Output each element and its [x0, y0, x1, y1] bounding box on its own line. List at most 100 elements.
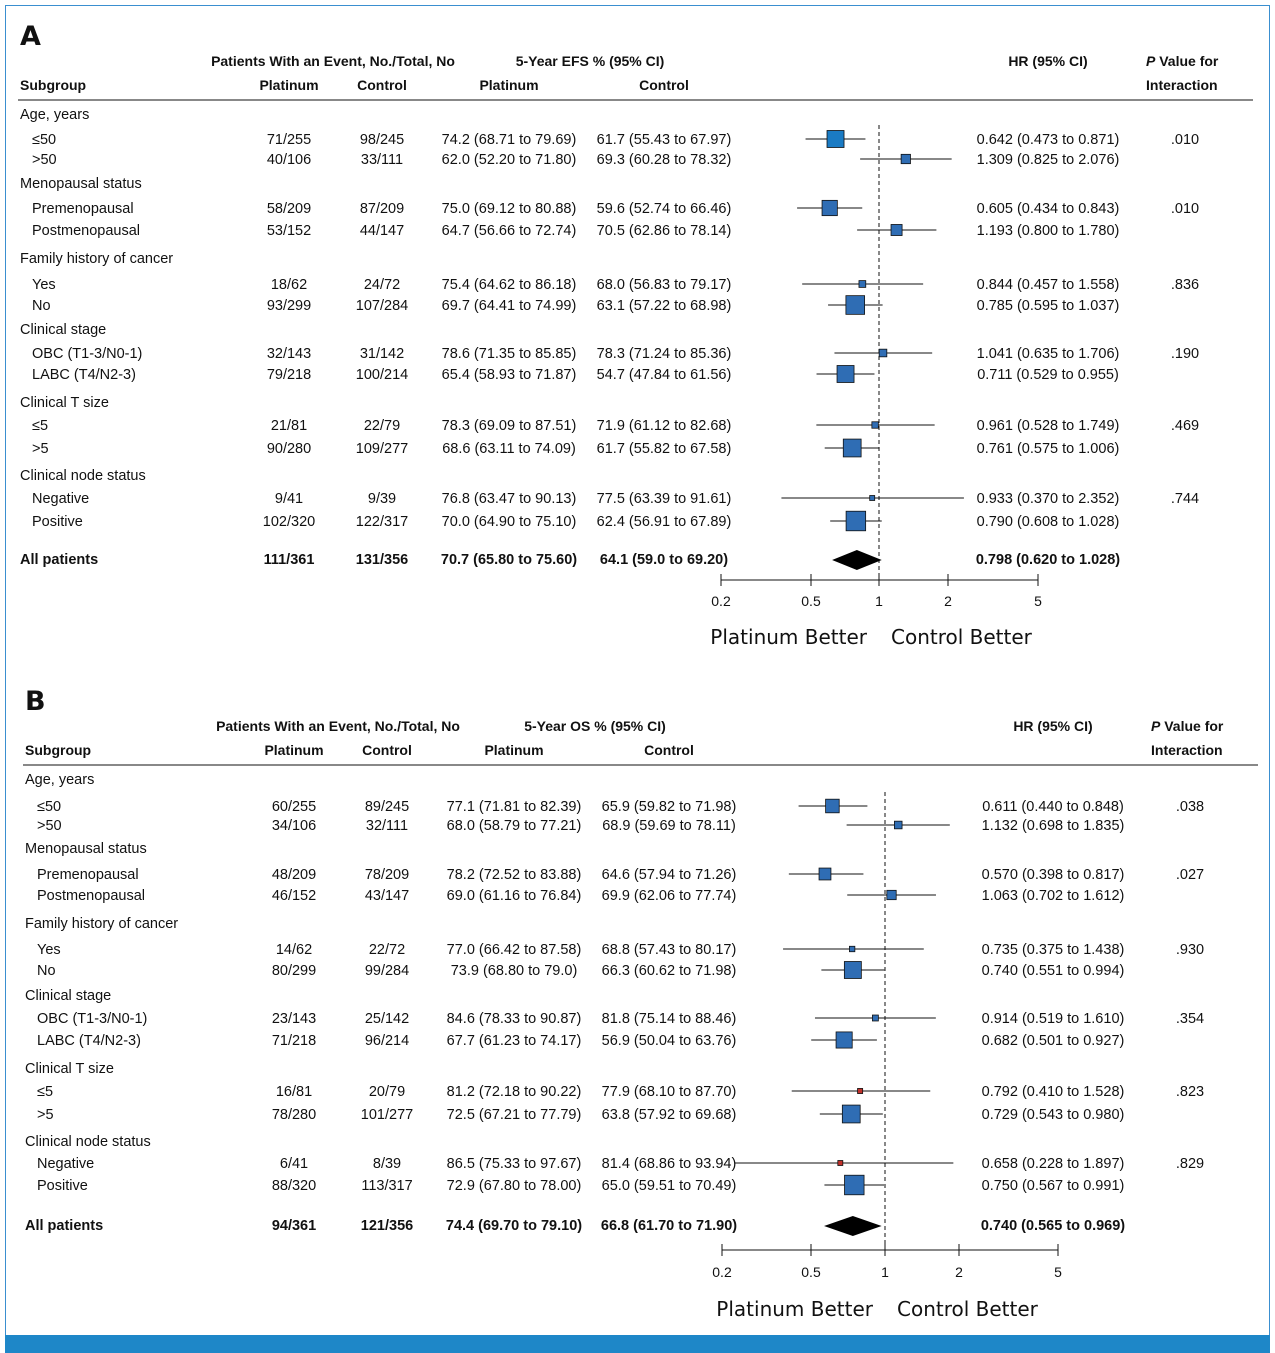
panel-b-header-events: Patients With an Event, No./Total, No: [216, 718, 460, 734]
panel-b-group-title: Clinical stage: [25, 988, 111, 1004]
panel-a-platinum-events: 18/62: [271, 277, 307, 293]
panel-a-x-tick-label: 1: [875, 593, 883, 609]
panel-b-favors-left: Platinum Better: [716, 1297, 873, 1321]
panel-a-header-p: P Value for: [1146, 53, 1219, 69]
panel-b-hr-text: 0.914 (0.519 to 1.610): [982, 1011, 1125, 1027]
panel-b-p-value: .354: [1176, 1011, 1204, 1027]
panel-b-control-events: 43/147: [365, 888, 409, 904]
panel-b-control-pct: 66.3 (60.62 to 71.98): [602, 963, 737, 979]
panel-a-overall-platinum-pct: 70.7 (65.80 to 75.60): [441, 552, 577, 568]
panel-a-row-label: ≤50: [32, 132, 56, 148]
panel-b-overall-platinum-pct: 74.4 (69.70 to 79.10): [446, 1218, 582, 1234]
panel-b-group-title: Clinical node status: [25, 1134, 151, 1150]
panel-a-platinum-pct: 74.2 (68.71 to 79.69): [442, 132, 577, 148]
panel-a-row-label: OBC (T1-3/N0-1): [32, 346, 142, 362]
panel-a-group-title: Family history of cancer: [20, 251, 173, 267]
panel-a-group-title: Clinical stage: [20, 322, 106, 338]
panel-b-control-events: 20/79: [369, 1084, 405, 1100]
panel-b-row-label: >50: [37, 818, 62, 834]
panel-b-hr-marker: [857, 1088, 864, 1094]
panel-a-overall-control-pct: 64.1 (59.0 to 69.20): [600, 552, 728, 568]
panel-b-platinum-pct: 72.5 (67.21 to 77.79): [447, 1107, 582, 1123]
panel-b-platinum-pct: 72.9 (67.80 to 78.00): [447, 1178, 582, 1194]
panel-a-platinum-events: 93/299: [267, 298, 311, 314]
panel-b-label: B: [25, 686, 46, 717]
panel-b-platinum-pct: 78.2 (72.52 to 83.88): [447, 867, 582, 883]
panel-a-control-pct: 61.7 (55.82 to 67.58): [597, 441, 732, 457]
panel-b-control-pct: 63.8 (57.92 to 69.68): [602, 1107, 737, 1123]
panel-b-overall-control-pct: 66.8 (61.70 to 71.90): [601, 1218, 737, 1234]
panel-a-control-pct: 71.9 (61.12 to 82.68): [597, 418, 732, 434]
panel-a-platinum-events: 40/106: [267, 152, 311, 168]
panel-b-hr-text: 0.658 (0.228 to 1.897): [982, 1156, 1125, 1172]
panel-a-control-pct: 69.3 (60.28 to 78.32): [597, 152, 732, 168]
panel-a-platinum-pct: 62.0 (52.20 to 71.80): [442, 152, 577, 168]
panel-a-favors-left: Platinum Better: [710, 625, 867, 649]
panel-a-control-pct: 59.6 (52.74 to 66.46): [597, 201, 732, 217]
panel-a-hr-marker: [900, 153, 911, 165]
panel-b-hr-text: 0.735 (0.375 to 1.438): [982, 942, 1125, 958]
panel-a-hr-text: 0.785 (0.595 to 1.037): [977, 298, 1120, 314]
panel-a-hr-marker: [845, 295, 866, 315]
panel-b-control-events: 25/142: [365, 1011, 409, 1027]
panel-a-control-pct: 68.0 (56.83 to 79.17): [597, 277, 732, 293]
panel-b-platinum-pct: 77.1 (71.81 to 82.39): [447, 799, 582, 815]
panel-a-group-title: Menopausal status: [20, 176, 142, 192]
panel-b-hr-text: 0.750 (0.567 to 0.991): [982, 1178, 1125, 1194]
panel-a-control-pct: 77.5 (63.39 to 91.61): [597, 491, 732, 507]
panel-b-row-label: Yes: [37, 942, 61, 958]
panel-a-control-events: 100/214: [356, 367, 408, 383]
panel-a-group-title: Clinical node status: [20, 468, 146, 484]
panel-a-control-events: 9/39: [368, 491, 396, 507]
panel-a-hr-marker: [845, 510, 867, 532]
panel-b-hr-text: 0.570 (0.398 to 0.817): [982, 867, 1125, 883]
panel-b-hr-marker: [825, 798, 840, 814]
panel-a-overall-diamond: [832, 550, 882, 570]
panel-a-header-subgroup: Subgroup: [20, 77, 86, 93]
panel-a-platinum-events: 71/255: [267, 132, 311, 148]
panel-a-control-pct: 70.5 (62.86 to 78.14): [597, 223, 732, 239]
panel-a-hr-text: 0.711 (0.529 to 0.955): [977, 367, 1119, 383]
panel-a-platinum-pct: 75.0 (69.12 to 80.88): [442, 201, 577, 217]
panel-b-hr-marker: [837, 1160, 844, 1166]
panel-a-control-events: 107/284: [356, 298, 408, 314]
panel-a-hr-text: 1.193 (0.800 to 1.780): [977, 223, 1120, 239]
panel-a-hr-text: 0.961 (0.528 to 1.749): [977, 418, 1120, 434]
panel-b-control-pct: 81.8 (75.14 to 88.46): [602, 1011, 737, 1027]
panel-a-row-label: >50: [32, 152, 57, 168]
panel-a-control-pct: 78.3 (71.24 to 85.36): [597, 346, 732, 362]
panel-a-row-label: LABC (T4/N2-3): [32, 367, 136, 383]
panel-b-p-value: .038: [1176, 799, 1204, 815]
panel-a-p-value: .010: [1171, 132, 1199, 148]
panel-a-row-label: Premenopausal: [32, 201, 134, 217]
panel-b-header-p-line2: Interaction: [1151, 742, 1223, 758]
panel-a-p-value: .469: [1171, 418, 1199, 434]
panel-b-group-title: Family history of cancer: [25, 916, 178, 932]
panel-b-row-label: ≤50: [37, 799, 61, 815]
panel-b-header-subgroup: Subgroup: [25, 742, 91, 758]
panel-b-group-title: Clinical T size: [25, 1061, 114, 1077]
panel-b-row-label: No: [37, 963, 56, 979]
panel-b-control-events: 8/39: [373, 1156, 401, 1172]
panel-a-platinum-events: 53/152: [267, 223, 311, 239]
panel-a-control-events: 87/209: [360, 201, 404, 217]
panel-b-row-label: Negative: [37, 1156, 94, 1172]
panel-b-platinum-events: 23/143: [272, 1011, 316, 1027]
panel-b-hr-marker: [843, 961, 862, 979]
panel-b-hr-marker: [818, 867, 832, 881]
panel-a-control-events: 44/147: [360, 223, 404, 239]
panel-a-control-events: 122/317: [356, 514, 408, 530]
panel-a-header-p-line2: Interaction: [1146, 77, 1218, 93]
panel-a-platinum-pct: 65.4 (58.93 to 71.87): [442, 367, 577, 383]
panel-b-row-label: OBC (T1-3/N0-1): [37, 1011, 147, 1027]
panel-b-platinum-events: 71/218: [272, 1033, 316, 1049]
panel-a-row-label: ≤5: [32, 418, 48, 434]
panel-b-platinum-events: 80/299: [272, 963, 316, 979]
panel-b-hr-marker: [872, 1014, 879, 1022]
panel-b-x-tick-label: 1: [881, 1264, 889, 1280]
panel-a-platinum-events: 21/81: [271, 418, 307, 434]
panel-a-header-hr: HR (95% CI): [1008, 53, 1087, 69]
panel-b-control-events: 113/317: [361, 1178, 412, 1194]
